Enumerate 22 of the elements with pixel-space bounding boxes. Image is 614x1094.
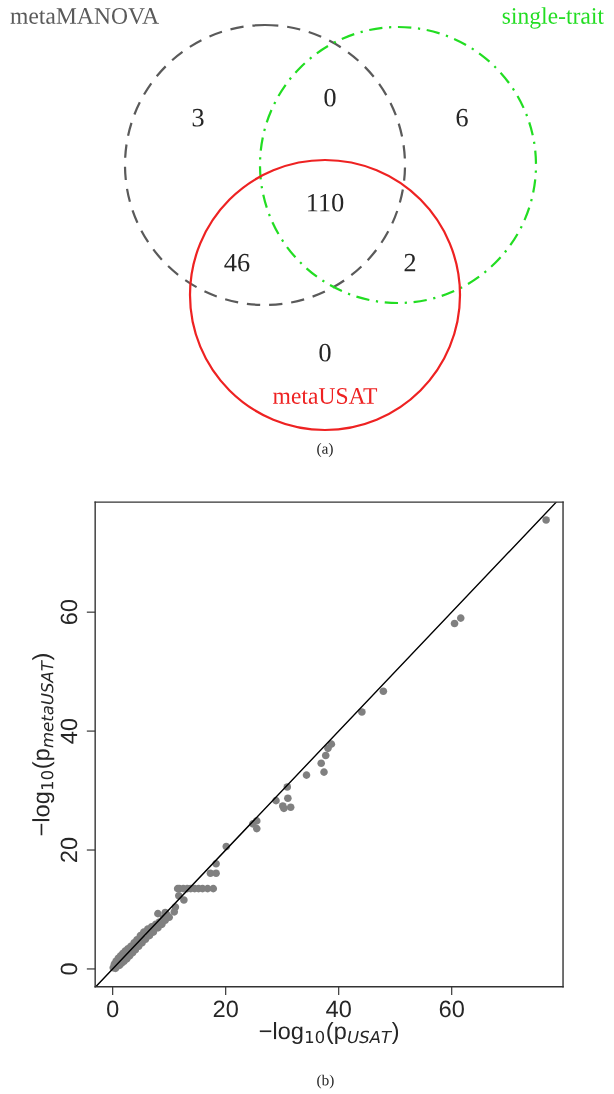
x-tick-label: 40: [326, 1000, 351, 1018]
category-label: single-trait: [502, 7, 604, 29]
text: 2: [404, 253, 416, 272]
category-label: metaMANOVA: [10, 8, 159, 25]
y-tick-label: 20: [60, 837, 78, 862]
text: 110: [308, 193, 344, 212]
text: 46: [224, 253, 250, 272]
text: 3: [192, 108, 204, 127]
y-tick-label: 40: [60, 718, 78, 744]
y-tick-label: 60: [60, 599, 78, 625]
text: 6: [456, 108, 468, 127]
text: 0: [319, 343, 331, 362]
text: 0: [324, 88, 336, 107]
x-axis-title: −log$_{10}$(p$_{USAT}$): [259, 1021, 399, 1044]
y-axis-title: −log$_{10}$(p$_{metaUSAT}$): [32, 654, 55, 836]
x-tick-label: 20: [213, 1000, 238, 1018]
x-tick-label: 0: [107, 1000, 119, 1018]
y-tick-label: 0: [60, 963, 78, 975]
text: (b): [317, 1074, 334, 1089]
x-tick-label: 60: [439, 1000, 464, 1018]
category-label: metaUSAT: [273, 388, 378, 404]
text: (a): [317, 443, 333, 457]
